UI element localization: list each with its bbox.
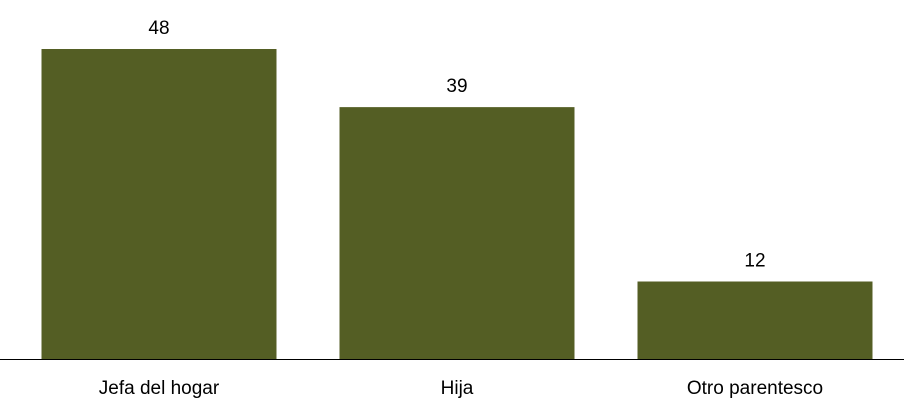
category-label: Otro parentesco bbox=[687, 378, 823, 399]
bar-jefa-del-hogar bbox=[41, 49, 277, 359]
data-label: 12 bbox=[744, 251, 765, 272]
bars-layer bbox=[41, 49, 873, 359]
data-labels-layer: 48 39 12 bbox=[148, 18, 765, 272]
data-label: 48 bbox=[148, 18, 169, 39]
category-label: Hija bbox=[441, 378, 474, 399]
data-label: 39 bbox=[446, 76, 467, 97]
category-label: Jefa del hogar bbox=[99, 378, 220, 399]
bar-hija bbox=[339, 107, 575, 359]
bar-otro-parentesco bbox=[637, 281, 873, 359]
category-labels-layer: Jefa del hogar Hija Otro parentesco bbox=[99, 378, 823, 399]
